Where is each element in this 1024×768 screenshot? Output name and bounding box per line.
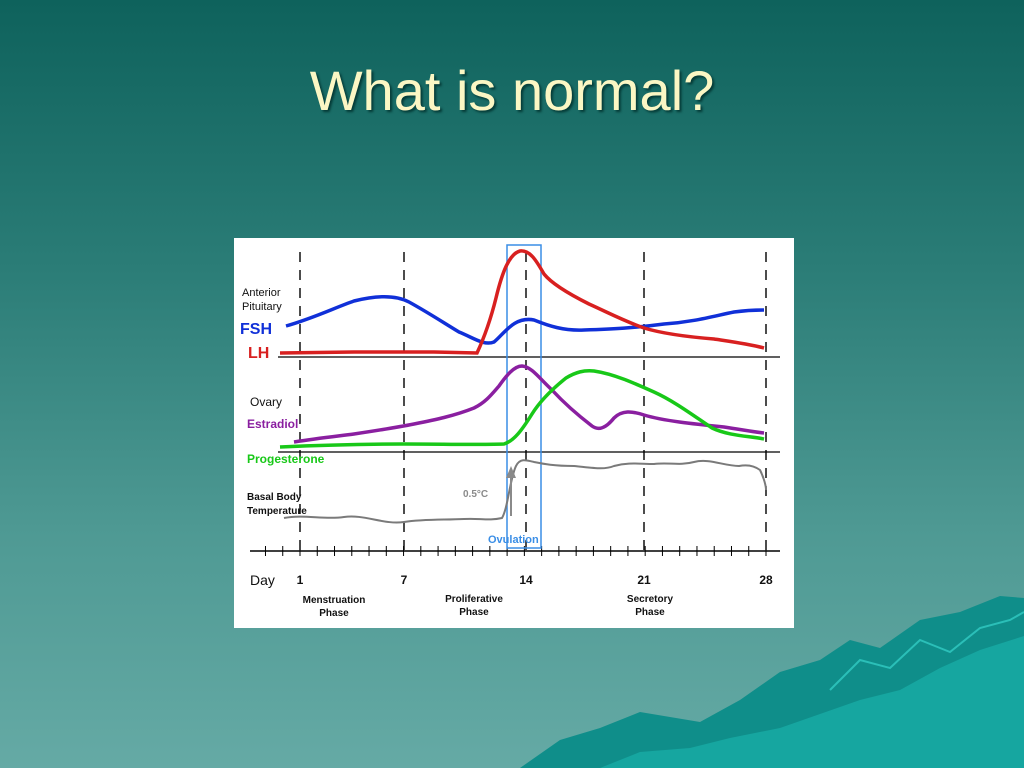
menstruation-phase-line2: Phase [319,608,349,619]
day-tick-label-28: 28 [759,573,773,587]
cycle-diagram: Anterior Pituitary FSH LH Ovary Estradio… [240,244,780,619]
terrain-front [600,636,1024,768]
proliferative-phase-line1: Proliferative [445,594,503,605]
ovulation-window [506,244,542,549]
bbt-label-line2: Temperature [247,506,307,517]
proliferative-phase-line2: Phase [459,607,489,618]
lh-label: LH [248,345,269,362]
temp-rise-arrowhead [506,466,516,478]
secretory-phase-line2: Phase [635,607,665,618]
lh-curve [279,249,765,355]
day-axis-label: Day [250,572,275,588]
ovary-label: Ovary [250,395,282,409]
basal-body-temperature-curve [283,459,767,524]
slide-title: What is normal? [309,59,715,122]
fsh-label: FSH [240,321,272,338]
progesterone-curve [279,369,765,449]
fsh-curve [285,294,765,345]
anterior-pituitary-label-line2: Pituitary [242,301,282,313]
day-tick-label-7: 7 [401,573,408,587]
bbt-label-line1: Basal Body [247,492,302,503]
day-tick-label-14: 14 [519,573,533,587]
ovulation-label: Ovulation [488,534,539,546]
terrain-ridge [829,611,1024,691]
day-axis-ticks [264,546,767,556]
day-tick-label-21: 21 [637,573,651,587]
menstruation-phase-line1: Menstruation [303,595,366,606]
progesterone-label: Progesterone [247,452,325,466]
secretory-phase-line1: Secretory [627,594,674,605]
hormone-cycle-figure: Anterior Pituitary FSH LH Ovary Estradio… [234,238,794,628]
temp-rise-label: 0.5°C [463,489,488,500]
day-tick-label-1: 1 [297,573,304,587]
estradiol-label: Estradiol [247,417,298,431]
estradiol-curve [293,364,765,444]
anterior-pituitary-label-line1: Anterior [242,287,281,299]
